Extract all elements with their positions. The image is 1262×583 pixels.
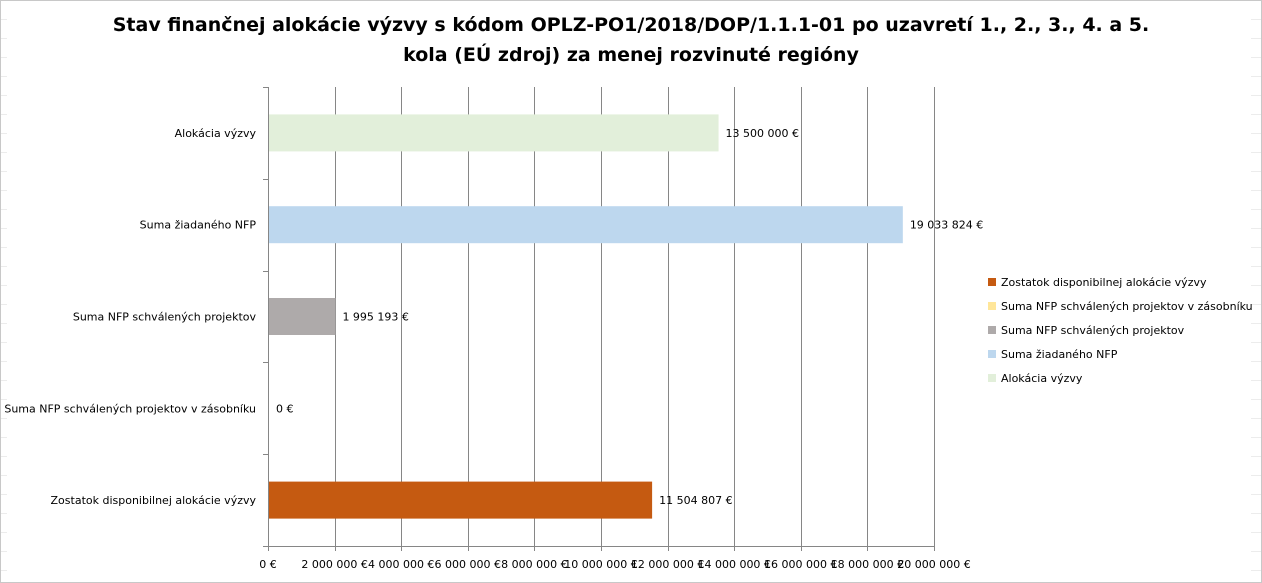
legend-swatch bbox=[988, 374, 996, 382]
x-tick-label: 2 000 000 € bbox=[301, 558, 367, 571]
legend-swatch bbox=[988, 326, 996, 334]
x-tick-label: 14 000 000 € bbox=[697, 558, 770, 571]
bar bbox=[269, 114, 719, 152]
data-label: 13 500 000 € bbox=[726, 127, 799, 140]
x-tick-label: 20 000 000 € bbox=[897, 558, 970, 571]
data-label: 0 € bbox=[276, 402, 294, 415]
y-category-label: Suma NFP schválených projektov bbox=[73, 311, 257, 324]
chart-title: Stav finančnej alokácie výzvy s kódom OP… bbox=[0, 10, 1262, 70]
legend-swatch bbox=[988, 302, 996, 310]
data-label: 1 995 193 € bbox=[342, 311, 408, 324]
legend-item: Suma žiadaného NFP bbox=[988, 342, 1253, 366]
x-tick-label: 10 000 000 € bbox=[564, 558, 637, 571]
legend-label: Suma žiadaného NFP bbox=[1001, 347, 1118, 361]
x-tick-label: 6 000 000 € bbox=[435, 558, 501, 571]
bar bbox=[269, 298, 336, 335]
y-category-label: Suma žiadaného NFP bbox=[140, 219, 257, 232]
legend-label: Suma NFP schválených projektov bbox=[1001, 323, 1185, 337]
x-tick-label: 8 000 000 € bbox=[501, 558, 567, 571]
legend-label: Zostatok disponibilnej alokácie výzvy bbox=[1001, 275, 1207, 289]
x-tick-label: 4 000 000 € bbox=[368, 558, 434, 571]
chart-title-line-1: Stav finančnej alokácie výzvy s kódom OP… bbox=[112, 14, 1150, 36]
legend-swatch bbox=[988, 350, 996, 358]
legend-item: Zostatok disponibilnej alokácie výzvy bbox=[988, 270, 1253, 294]
legend-item: Alokácia výzvy bbox=[988, 366, 1253, 390]
legend-item: Suma NFP schválených projektov bbox=[988, 318, 1253, 342]
chart-title-line-2: kola (EÚ zdroj) za menej rozvinuté regió… bbox=[403, 44, 859, 66]
data-label: 11 504 807 € bbox=[659, 494, 732, 507]
bar bbox=[269, 481, 653, 519]
y-category-label: Zostatok disponibilnej alokácie výzvy bbox=[51, 494, 257, 507]
data-label: 19 033 824 € bbox=[910, 219, 983, 232]
x-tick-label: 0 € bbox=[259, 558, 277, 571]
x-tick-label: 12 000 000 € bbox=[631, 558, 704, 571]
y-category-label: Alokácia výzvy bbox=[175, 127, 257, 140]
x-tick-label: 16 000 000 € bbox=[764, 558, 837, 571]
legend-label: Suma NFP schválených projektov v zásobní… bbox=[1001, 299, 1253, 313]
legend-label: Alokácia výzvy bbox=[1001, 371, 1083, 385]
bar bbox=[269, 206, 903, 244]
chart-legend: Zostatok disponibilnej alokácie výzvy Sum… bbox=[988, 270, 1253, 390]
x-tick-label: 18 000 000 € bbox=[831, 558, 904, 571]
legend-item: Suma NFP schválených projektov v zásobní… bbox=[988, 294, 1253, 318]
y-category-label: Suma NFP schválených projektov v zásobní… bbox=[4, 402, 256, 415]
legend-swatch bbox=[988, 278, 996, 286]
